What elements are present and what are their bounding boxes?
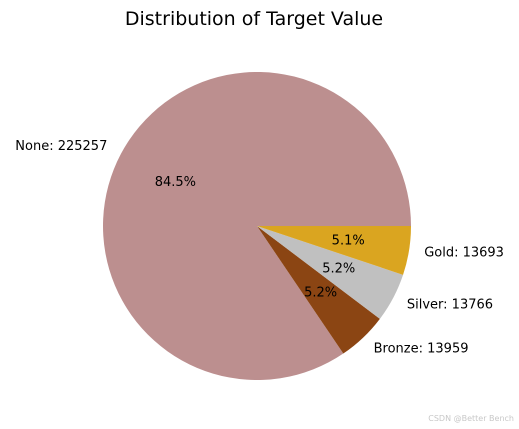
pie-slices — [103, 71, 412, 380]
slice-label-silver: Silver: 13766 — [407, 297, 493, 312]
slice-percent-silver: 5.2% — [322, 262, 355, 277]
watermark: CSDN @Better Bench — [428, 414, 514, 423]
pie-slice-gold — [257, 226, 411, 275]
pie-slice-none — [103, 71, 412, 380]
slice-label-gold: Gold: 13693 — [424, 246, 504, 261]
slice-label-none: None: 225257 — [15, 139, 107, 154]
slice-percent-gold: 5.1% — [332, 233, 365, 248]
chart-title: Distribution of Target Value — [125, 8, 383, 30]
slice-percent-none: 84.5% — [155, 175, 196, 190]
slice-percent-bronze: 5.2% — [304, 286, 337, 301]
pie-percent-labels: 84.5% 5.2% 5.2% 5.1% — [155, 175, 365, 300]
pie-labels: None: 225257 Bronze: 13959 Silver: 13766 Go… — [15, 139, 504, 356]
slice-label-bronze: Bronze: 13959 — [374, 341, 469, 356]
pie-slice-bronze — [257, 226, 380, 354]
pie-slice-silver — [257, 226, 404, 319]
